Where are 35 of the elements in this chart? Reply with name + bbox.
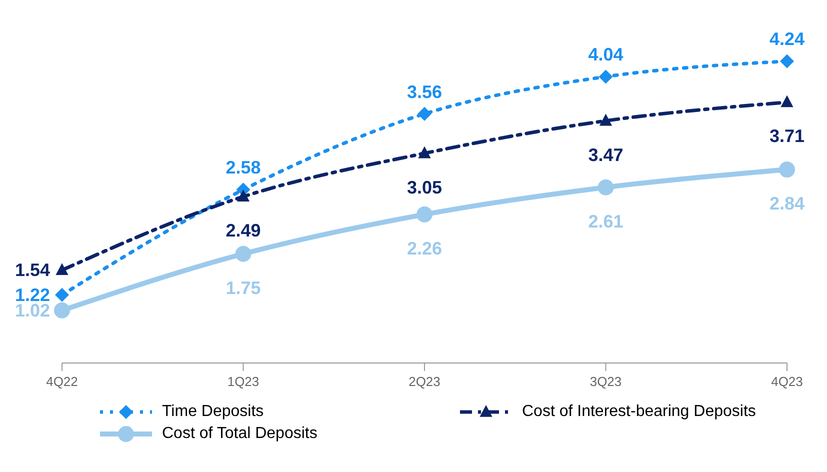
point [780,54,794,68]
data-label: 1.75 [226,278,261,298]
data-label: 2.58 [226,158,261,178]
x-tick-label: 1Q23 [227,374,260,390]
point [418,146,431,158]
point [598,70,613,84]
point [54,302,70,318]
data-label: 4.24 [769,29,805,50]
data-label: 3.71 [769,126,805,146]
point [418,106,432,121]
legend-label: Cost of Total Deposits [162,425,318,443]
point [416,206,432,222]
legend-label: Time Deposits [162,403,264,421]
point [780,95,794,108]
data-label: 2.84 [769,194,805,214]
data-label: 2.49 [226,220,261,241]
data-label: 3.05 [406,177,442,198]
x-tick-label: 3Q23 [590,374,622,390]
data-label: 3.56 [406,82,442,102]
point [236,190,250,202]
x-tick-label: 4Q23 [771,374,803,390]
point [235,246,252,262]
point [56,263,68,276]
data-label: 1.54 [14,260,50,280]
data-label: 2.26 [406,238,442,258]
point [599,114,612,126]
data-label: 2.61 [588,211,624,232]
x-tick-label: 4Q22 [46,374,78,390]
data-label: 4.04 [588,44,624,65]
point [779,162,795,178]
legend-label: Cost of Interest-bearing Deposits [522,403,756,421]
point [598,179,614,196]
data-label: 3.47 [588,144,624,165]
x-tick-label: 2Q23 [408,374,440,390]
point [55,288,69,302]
